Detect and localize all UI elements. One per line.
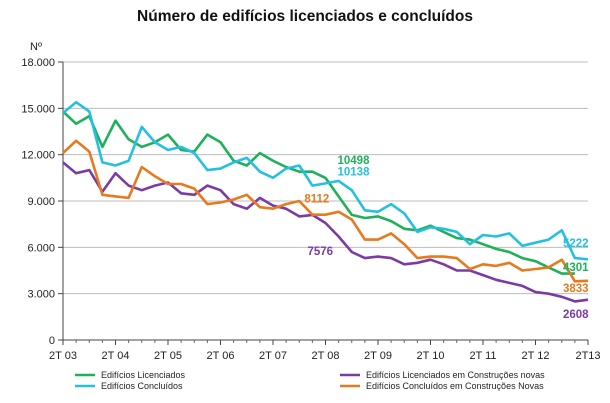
- data-label: 7576: [308, 246, 334, 258]
- end-data-label: 2608: [563, 309, 589, 321]
- end-data-label: 3833: [563, 283, 589, 295]
- grid-lines: [63, 61, 588, 295]
- legend-label: Edifícios Licenciados em Construções nov…: [366, 370, 545, 380]
- x-tick-label: 2T 04: [102, 350, 130, 362]
- legend-label: Edifícios Licenciados: [101, 370, 186, 380]
- y-tick-label: 0: [49, 335, 55, 347]
- y-tick-label: 18.000: [21, 57, 55, 69]
- x-tick-label: 2T 09: [364, 350, 392, 362]
- series-line-4: [62, 139, 589, 283]
- y-tick-label: 6.000: [27, 242, 55, 254]
- y-tick-label: 12.000: [21, 150, 55, 162]
- data-label: 8112: [304, 194, 329, 206]
- x-tick-label: 2T 10: [417, 350, 445, 362]
- series-line-2: [62, 100, 589, 261]
- y-tick-label: 15.000: [21, 103, 55, 115]
- series-line-3: [62, 161, 589, 303]
- x-tick-label: 2T13: [575, 350, 600, 362]
- data-label: 10138: [338, 166, 371, 178]
- x-tick-label: 2T 03: [49, 350, 77, 362]
- x-tick-label: 2T 07: [259, 350, 287, 362]
- y-tick-label: 3.000: [27, 289, 55, 301]
- series-lines: [62, 100, 589, 303]
- chart-title: Número de edifícios licenciados e conclu…: [137, 8, 473, 25]
- x-tick-label: 2T 06: [207, 350, 235, 362]
- y-axis-label: Nº: [30, 41, 42, 53]
- series-line-1: [62, 110, 575, 275]
- legend-label: Edifícios Concluídos: [101, 381, 183, 391]
- axes: 0 3.000 6.000 9.000 12.000 15.000 18.000 Nº 2T 0…: [21, 41, 600, 362]
- end-data-label: 4301: [563, 262, 589, 274]
- x-tick-label: 2T 11: [469, 350, 496, 362]
- legend-label: Edifícios Concluídos em Construções Nova…: [366, 381, 544, 391]
- y-tick-label: 9.000: [27, 196, 55, 208]
- end-data-label: 5222: [563, 238, 589, 250]
- data-label: 10498: [338, 155, 371, 167]
- x-tick-label: 2T 08: [312, 350, 340, 362]
- x-tick-label: 2T 12: [522, 350, 550, 362]
- x-tick-label: 2T 05: [154, 350, 182, 362]
